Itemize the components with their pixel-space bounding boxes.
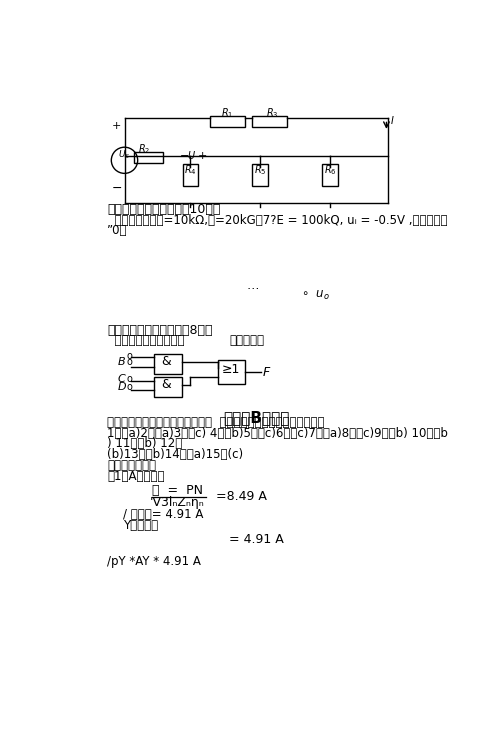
- Text: o: o: [126, 357, 132, 367]
- Bar: [154, 354, 182, 375]
- Text: &: &: [162, 378, 172, 391]
- Text: $\circ$  $u_o$: $\circ$ $u_o$: [301, 289, 330, 302]
- Text: $R_3$: $R_3$: [266, 106, 279, 120]
- Text: 出逻辑式。: 出逻辑式。: [229, 334, 264, 347]
- Text: ≥1: ≥1: [222, 363, 240, 376]
- Text: （1）A连接时：: （1）A连接时：: [108, 470, 165, 483]
- Text: 逻辑电路如图所示，写: 逻辑电路如图所示，写: [108, 334, 185, 347]
- Text: ) 11、（b) 12、: ) 11、（b) 12、: [108, 437, 182, 450]
- Text: 二、非客观题：: 二、非客观题：: [108, 459, 156, 472]
- Text: +: +: [112, 120, 122, 131]
- Text: (b)13、（b)14、（a)15、(c): (b)13、（b)14、（a)15、(c): [108, 448, 244, 460]
- Text: −: −: [180, 151, 189, 161]
- Text: 电路如图所示，=10kΩ,地=20kG，7?E = 100kQ, uᵢ = -0.5V ,求输出电压: 电路如图所示，=10kΩ,地=20kG，7?E = 100kQ, uᵢ = -0…: [108, 214, 448, 227]
- Text: $D$: $D$: [117, 380, 127, 392]
- Bar: [182, 164, 198, 185]
- Text: $F$: $F$: [262, 366, 272, 379]
- Text: 电工学B卷答案: 电工学B卷答案: [223, 411, 290, 426]
- Text: = 4.91 A: = 4.91 A: [229, 533, 283, 546]
- Bar: [218, 361, 246, 384]
- Text: 六、非客观题：（本大题10分）: 六、非客观题：（本大题10分）: [108, 203, 221, 217]
- Text: o: o: [126, 382, 132, 392]
- Text: o: o: [126, 374, 132, 384]
- Text: …: …: [247, 279, 260, 292]
- Bar: [154, 378, 182, 398]
- Text: $R_2$: $R_2$: [138, 142, 151, 156]
- Text: $R_5$: $R_5$: [254, 163, 266, 177]
- Text: $U_S$: $U_S$: [118, 149, 130, 162]
- Text: $U$: $U$: [188, 149, 196, 161]
- Text: $R_4$: $R_4$: [184, 163, 197, 177]
- Text: 七、非客观题：（本大题8分）: 七、非客观题：（本大题8分）: [108, 324, 213, 336]
- Text: $R_6$: $R_6$: [324, 163, 336, 177]
- Text: +: +: [198, 151, 207, 161]
- Text: Y连接时：: Y连接时：: [123, 519, 158, 532]
- Text: ”0。: ”0。: [108, 224, 128, 237]
- Text: $C$: $C$: [117, 372, 126, 384]
- Text: / 日严务= 4.91 A: / 日严务= 4.91 A: [123, 508, 204, 521]
- Text: $R_1$: $R_1$: [220, 106, 233, 120]
- Text: 'V3lₙZₙηₙ: 'V3lₙZₙηₙ: [150, 496, 204, 509]
- Text: =8.49 A: =8.49 A: [216, 490, 267, 503]
- Text: /pY *AY * 4.91 A: /pY *AY * 4.91 A: [108, 554, 202, 568]
- Text: &: &: [162, 355, 172, 368]
- Bar: [134, 151, 163, 163]
- Text: 二  =  PN: 二 = PN: [152, 484, 202, 497]
- Bar: [322, 164, 338, 185]
- Text: 一、单项选择题：在下列各题中，  将唯一正确的答案代码填入括号内: 一、单项选择题：在下列各题中， 将唯一正确的答案代码填入括号内: [108, 416, 325, 429]
- Text: $I$: $I$: [390, 114, 394, 126]
- Bar: [210, 117, 244, 127]
- Text: $B$: $B$: [117, 355, 126, 367]
- Text: o: o: [126, 351, 132, 361]
- Text: 1、（a)2、（a)3、（c) 4、（b)5、（c)6、（c)7、（a)8、（c)9、（b) 10、（b: 1、（a)2、（a)3、（c) 4、（b)5、（c)6、（c)7、（a)8、（c…: [108, 426, 448, 440]
- Bar: [252, 164, 268, 185]
- Bar: [252, 117, 287, 127]
- Text: −: −: [112, 182, 122, 195]
